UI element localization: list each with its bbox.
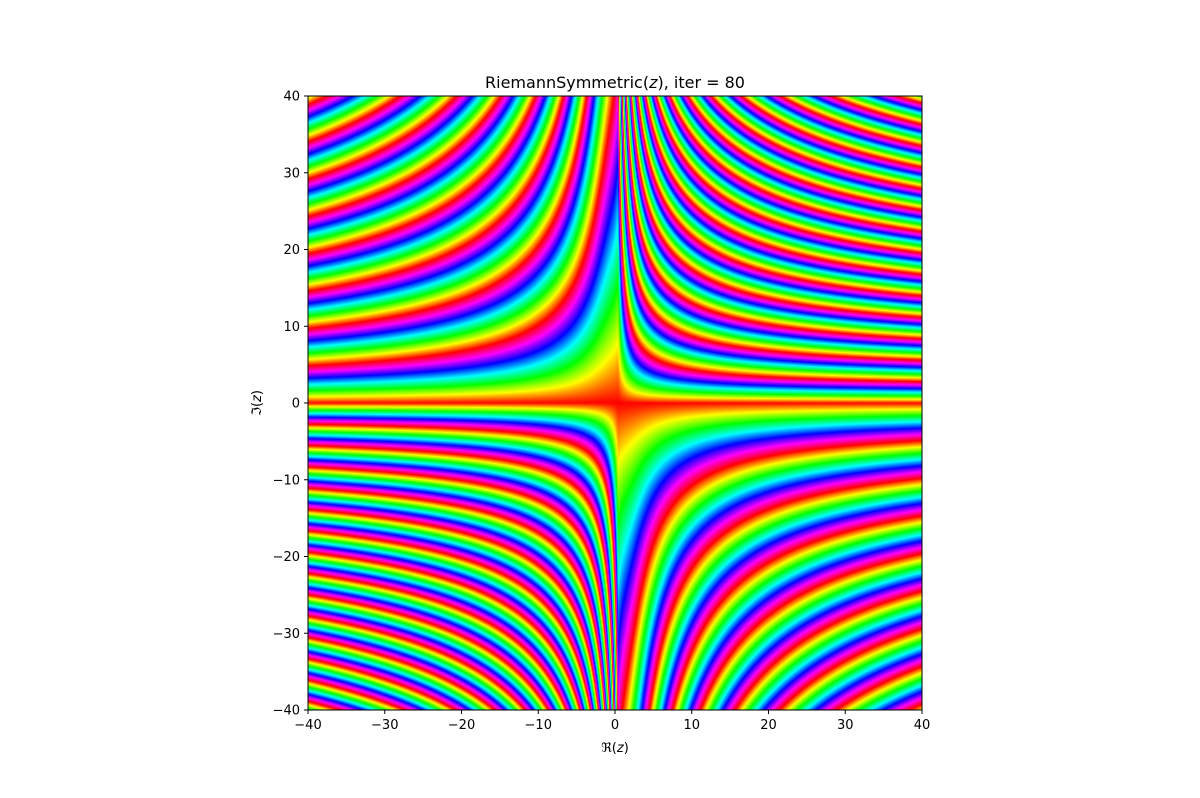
x-axis-label: ℜ(z): [601, 741, 629, 756]
x-tick-label: 10: [683, 718, 700, 733]
y-tick-label: −20: [273, 550, 300, 565]
y-tick-label: 10: [283, 320, 300, 335]
x-tick-label: −10: [525, 718, 552, 733]
y-tick-label: −30: [273, 627, 300, 642]
y-tick-label: −10: [273, 473, 300, 488]
x-tick-label: 40: [914, 718, 931, 733]
y-tick-label: 20: [283, 243, 300, 258]
y-tick-label: −40: [273, 704, 300, 719]
y-axis-ticks: −40 −30 −20 −10 0 10 20 30 40: [273, 90, 308, 719]
x-axis-ticks: −40 −30 −20 −10 0 10 20 30 40: [294, 710, 930, 733]
x-tick-label: −20: [448, 718, 475, 733]
x-tick-label: 0: [611, 718, 619, 733]
x-tick-label: 20: [760, 718, 777, 733]
y-tick-label: 40: [283, 90, 300, 105]
x-tick-label: −40: [294, 718, 321, 733]
y-tick-label: 0: [292, 397, 300, 412]
chart-title: RiemannSymmetric(z), iter = 80: [485, 73, 745, 92]
x-tick-label: 30: [837, 718, 854, 733]
y-tick-label: 30: [283, 166, 300, 181]
y-axis-label: ℑ(z): [250, 390, 265, 416]
phase-heatmap: [308, 96, 922, 710]
plot-frame: [307, 95, 923, 711]
x-tick-label: −30: [371, 718, 398, 733]
